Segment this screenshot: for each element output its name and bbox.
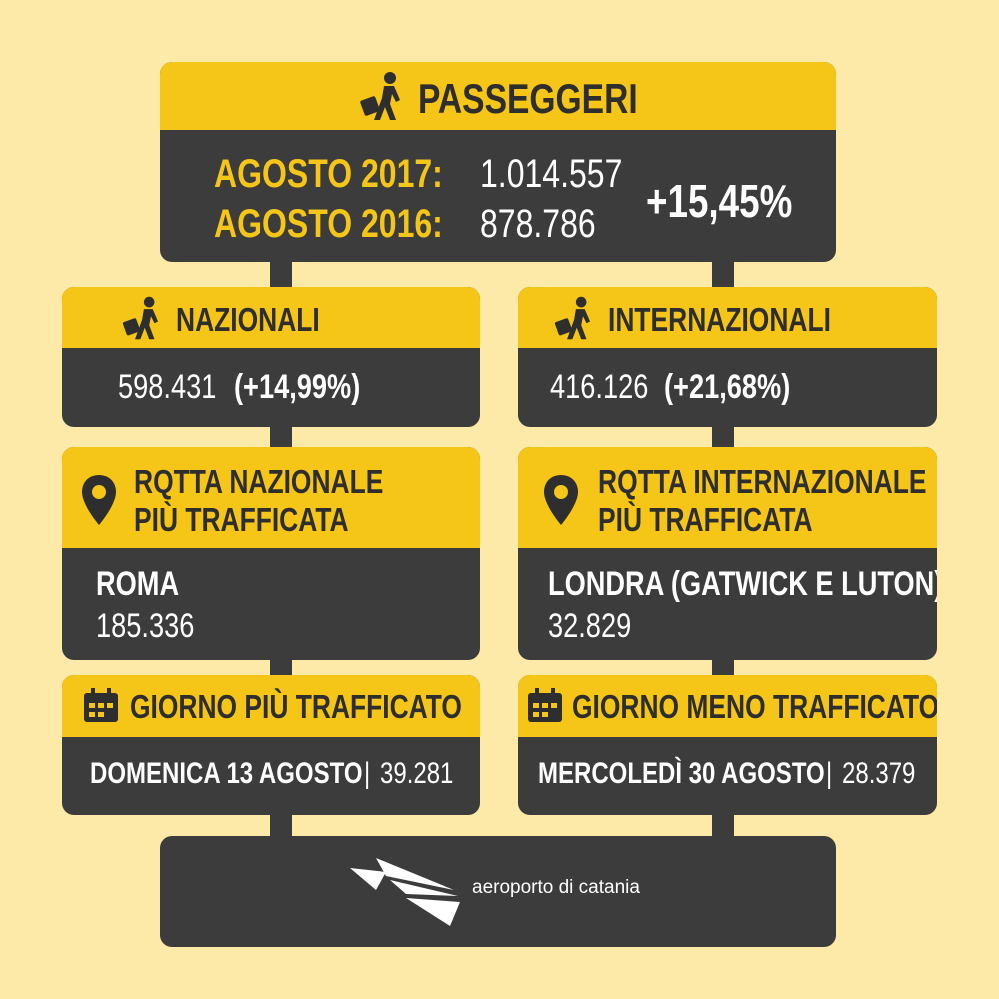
value: 39.281 (380, 757, 454, 790)
footer-box: aeroporto di catania (160, 836, 836, 947)
day: MERCOLEDÌ 30 AGOSTO (538, 757, 825, 790)
traveler-icon (122, 296, 159, 340)
header-band (62, 287, 480, 348)
row-value: 878.786 (480, 202, 596, 246)
city: LONDRA (GATWICK E LUTON) (548, 565, 937, 603)
row-label: AGOSTO 2017: (214, 152, 443, 196)
national-route-box: RQTTA NAZIONALE PIÙ TRAFFICATA ROMA 185.… (62, 447, 480, 660)
pin-icon (82, 475, 116, 525)
separator: | (364, 757, 371, 790)
change: (+21,68%) (664, 368, 791, 406)
busiest-day-box: GIORNO PIÙ TRAFFICATO DOMENICA 13 AGOSTO… (62, 675, 480, 815)
traveler-icon (360, 72, 400, 120)
connector (712, 658, 734, 678)
separator: | (826, 757, 833, 790)
day: DOMENICA 13 AGOSTO (90, 757, 363, 790)
international-box: INTERNAZIONALI 416.126 (+21,68%) (518, 287, 937, 427)
value: 416.126 (550, 368, 649, 406)
row-label: AGOSTO 2016: (214, 202, 443, 246)
value: 598.431 (118, 368, 217, 406)
pin-icon (544, 475, 578, 525)
connector (712, 425, 734, 450)
brand: aeroporto di catania (472, 877, 640, 898)
header-band (62, 447, 480, 548)
value: 28.379 (842, 757, 916, 790)
logo (350, 858, 460, 926)
connector (712, 260, 734, 290)
title: PASSEGGERI (418, 75, 638, 122)
connector (270, 658, 292, 678)
national-box: NAZIONALI 598.431 (+14,99%) (62, 287, 480, 427)
change: (+14,99%) (234, 368, 361, 406)
least-busy-day-box: GIORNO MENO TRAFFICATO MERCOLEDÌ 30 AGOS… (518, 675, 937, 815)
header-band (518, 447, 937, 548)
title: GIORNO PIÙ TRAFFICATO (130, 688, 462, 725)
connector (270, 425, 292, 450)
row-value: 1.014.557 (480, 152, 623, 196)
change: +15,45% (646, 175, 793, 227)
title: GIORNO MENO TRAFFICATO (572, 688, 937, 725)
passengers-box: PASSEGGERI AGOSTO 2017: 1.014.557 AGOSTO… (160, 62, 836, 262)
title-line: PIÙ TRAFFICATA (134, 501, 349, 538)
connector (270, 813, 292, 838)
calendar-icon (84, 688, 118, 722)
title: INTERNAZIONALI (608, 301, 831, 338)
connector (270, 260, 292, 290)
value: 185.336 (96, 607, 195, 645)
title: NAZIONALI (176, 301, 320, 338)
value: 32.829 (548, 607, 632, 645)
header-band (518, 675, 937, 737)
connector (712, 813, 734, 838)
header-band (62, 675, 480, 737)
header-band (160, 62, 836, 130)
calendar-icon (528, 688, 562, 722)
international-route-box: RQTTA INTERNAZIONALE PIÙ TRAFFICATA LOND… (518, 447, 937, 660)
title-line: PIÙ TRAFFICATA (598, 501, 813, 538)
city: ROMA (96, 565, 180, 603)
title-line: RQTTA INTERNAZIONALE (598, 463, 927, 500)
title-line: RQTTA NAZIONALE (134, 463, 384, 500)
traveler-icon (554, 296, 591, 340)
